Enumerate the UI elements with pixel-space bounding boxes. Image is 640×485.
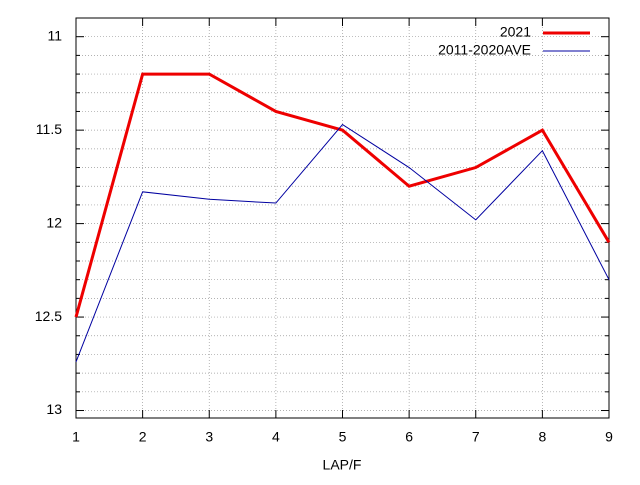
x-tick-label: 7 — [472, 429, 480, 445]
x-tick-label: 6 — [405, 429, 413, 445]
x-tick-label: 4 — [272, 429, 280, 445]
x-tick-label: 9 — [605, 429, 613, 445]
x-tick-label: 3 — [205, 429, 213, 445]
plot-frame — [75, 17, 610, 419]
y-tick-label: 11 — [47, 27, 62, 43]
y-tick-label: 13 — [46, 401, 62, 417]
x-tick-label: 5 — [339, 429, 347, 445]
y-tick-label: 12.5 — [35, 308, 62, 324]
series-line — [75, 123, 610, 363]
y-tick-label: 11.5 — [36, 121, 62, 137]
legend-label: 2011-2020AVE — [438, 42, 531, 58]
series-line — [74, 72, 611, 318]
x-tick-label: 1 — [72, 429, 80, 445]
x-axis-label: LAP/F — [323, 457, 362, 473]
y-tick-label: 12 — [46, 214, 62, 230]
x-tick-label: 2 — [139, 429, 147, 445]
x-tick-label: 8 — [538, 429, 546, 445]
legend-label: 2021 — [500, 24, 531, 40]
